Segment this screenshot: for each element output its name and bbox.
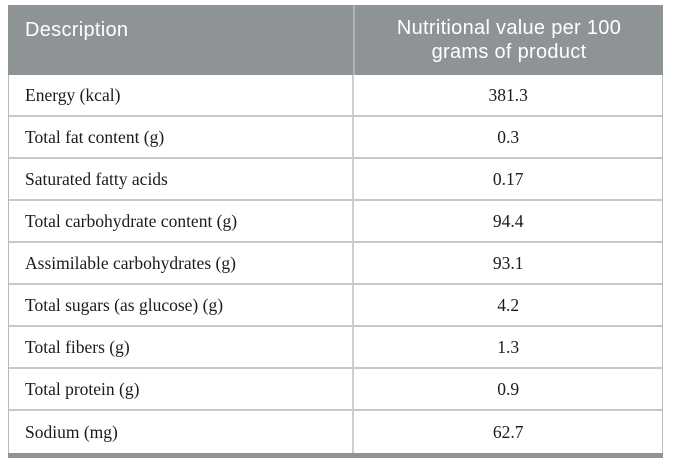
table-row: Total protein (g) 0.9 [9, 369, 662, 411]
table-row: Sodium (mg) 62.7 [9, 411, 662, 453]
nutrition-table: Description Nutritional value per 100 gr… [8, 5, 663, 458]
row-description: Energy (kcal) [25, 84, 121, 105]
row-description: Assimilable carbohydrates (g) [25, 252, 236, 273]
table-row: Total carbohydrate content (g) 94.4 [9, 201, 662, 243]
table-row: Assimilable carbohydrates (g) 93.1 [9, 243, 662, 285]
row-description: Total fat content (g) [25, 126, 165, 147]
column-header-description: Description [25, 19, 129, 41]
row-value: 0.9 [352, 369, 662, 409]
table-row: Total fat content (g) 0.3 [9, 117, 662, 159]
column-header-value: Nutritional value per 100 grams of produ… [353, 5, 663, 75]
table-header-row: Description Nutritional value per 100 gr… [8, 5, 663, 75]
table-row: Energy (kcal) 381.3 [9, 75, 662, 117]
table-row: Saturated fatty acids 0.17 [9, 159, 662, 201]
row-value: 381.3 [352, 75, 662, 115]
table-row: Total sugars (as glucose) (g) 4.2 [9, 285, 662, 327]
row-value: 1.3 [352, 327, 662, 367]
row-value: 94.4 [352, 201, 662, 241]
row-value: 0.17 [352, 159, 662, 199]
row-description: Total sugars (as glucose) (g) [25, 294, 224, 315]
row-description: Total fibers (g) [25, 336, 130, 357]
column-header-value-label: Nutritional value per 100 grams of produ… [396, 16, 622, 63]
table-body: Energy (kcal) 381.3 Total fat content (g… [8, 75, 663, 453]
row-value: 4.2 [352, 285, 662, 325]
row-description: Saturated fatty acids [25, 168, 168, 189]
row-description: Total protein (g) [25, 378, 140, 399]
row-description: Sodium (mg) [25, 421, 118, 442]
row-value: 62.7 [352, 411, 662, 453]
row-description: Total carbohydrate content (g) [25, 210, 238, 231]
table-row: Total fibers (g) 1.3 [9, 327, 662, 369]
table-bottom-border [8, 453, 663, 458]
row-value: 0.3 [352, 117, 662, 157]
row-value: 93.1 [352, 243, 662, 283]
